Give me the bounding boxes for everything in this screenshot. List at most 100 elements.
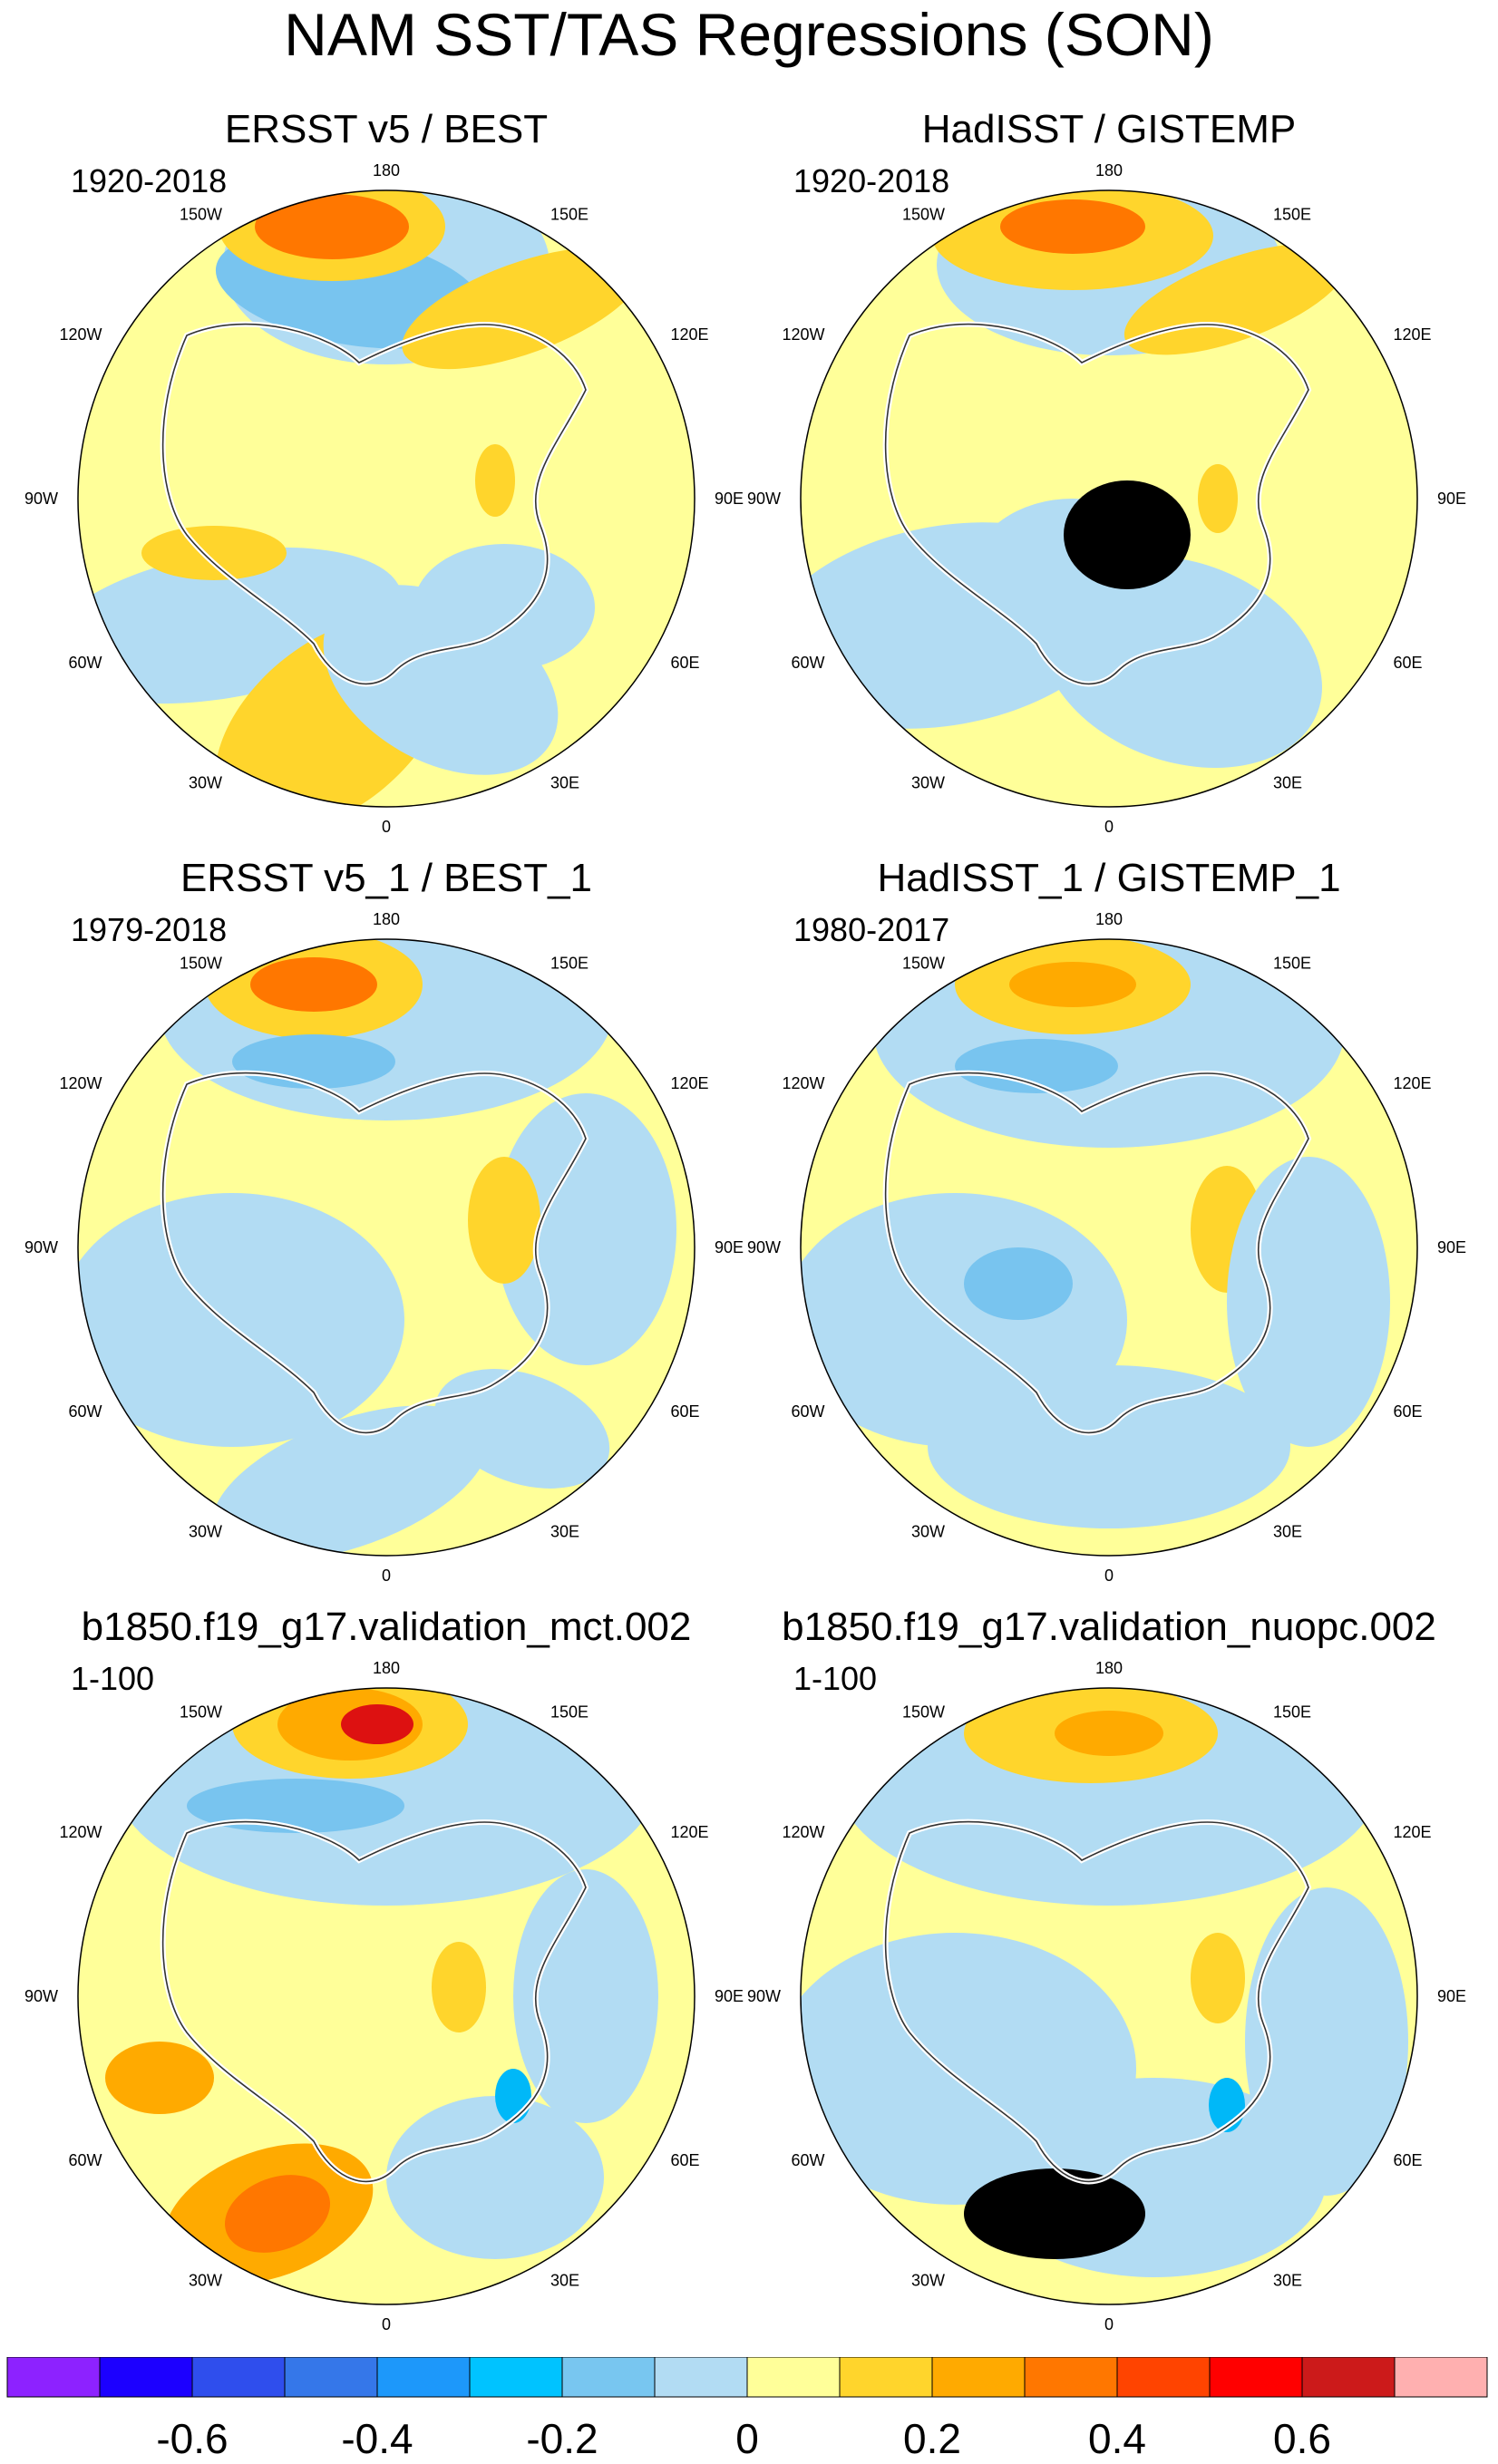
longitude-label: 120E bbox=[1394, 1823, 1432, 1841]
colorbar-tick-label: -0.6 bbox=[156, 2415, 228, 2462]
longitude-label: 180 bbox=[373, 161, 400, 179]
anomaly-region bbox=[928, 1365, 1290, 1528]
anomaly-region bbox=[105, 2042, 214, 2114]
colorbar-tick-label: -0.2 bbox=[526, 2415, 598, 2462]
longitude-label: 0 bbox=[382, 818, 391, 836]
anomaly-region bbox=[386, 2096, 604, 2259]
longitude-label: 120W bbox=[59, 1823, 102, 1841]
longitude-label: 60E bbox=[671, 2151, 700, 2169]
anomaly-region bbox=[955, 1039, 1118, 1093]
map-panel-6: b1850.f19_g17.validation_nuopc.002 1-100… bbox=[746, 1605, 1472, 2348]
map-panel-2: HadISST / GISTEMP 1920-2018 180 150E 120E 9… bbox=[746, 107, 1472, 850]
coastline bbox=[161, 1820, 587, 2183]
anomaly-region bbox=[1064, 480, 1191, 589]
anomaly-region bbox=[341, 1704, 413, 1744]
anomaly-region bbox=[1198, 464, 1238, 533]
colorbar-tick-label: 0 bbox=[735, 2415, 759, 2462]
longitude-label: 60W bbox=[68, 2151, 102, 2169]
longitude-label: 120E bbox=[1394, 1074, 1432, 1092]
colorbar-swatch bbox=[191, 2357, 286, 2398]
map-panel-5: b1850.f19_g17.validation_mct.002 1-100 1… bbox=[24, 1605, 749, 2348]
longitude-label: 30W bbox=[189, 774, 222, 792]
longitude-label: 150E bbox=[1273, 954, 1311, 972]
longitude-label: 120E bbox=[671, 1823, 709, 1841]
polar-map: 180 150E 120E 90E 60E 30E 0 30W 60W 90W 120W 150W bbox=[747, 1659, 1466, 2333]
anomaly-region bbox=[432, 1942, 486, 2032]
longitude-label: 180 bbox=[1095, 1659, 1123, 1677]
longitude-label: 30E bbox=[1273, 774, 1302, 792]
colorbar-swatch bbox=[1301, 2357, 1396, 2398]
longitude-label: 0 bbox=[382, 2315, 391, 2333]
longitude-label: 0 bbox=[1104, 2315, 1114, 2333]
map-panel-1: ERSST v5 / BEST 1920-2018 180 150E 120E 90E… bbox=[24, 107, 749, 850]
longitude-label: 120W bbox=[59, 325, 102, 344]
anomaly-region bbox=[434, 1369, 610, 1489]
anomaly-region bbox=[964, 1247, 1073, 1320]
anomaly-region bbox=[211, 1405, 489, 1556]
colorbar-tick-label: 0.2 bbox=[903, 2415, 961, 2462]
longitude-label: 90W bbox=[747, 1987, 781, 2005]
anomaly-region bbox=[1000, 199, 1145, 254]
longitude-label: 180 bbox=[1095, 910, 1123, 928]
longitude-label: 0 bbox=[382, 1567, 391, 1585]
colorbar: -0.6 -0.4 -0.2 0 0.2 0.4 0.6 bbox=[6, 2357, 1488, 2462]
longitude-label: 90W bbox=[24, 490, 58, 508]
anomaly-region bbox=[224, 2175, 331, 2253]
longitude-label: 90W bbox=[24, 1987, 58, 2005]
longitude-label: 30W bbox=[911, 774, 945, 792]
longitude-label: 90E bbox=[715, 1987, 744, 2005]
map-panel-3: ERSST v5_1 / BEST_1 1979-2018 180 150E 120… bbox=[24, 856, 749, 1599]
colorbar-swatch bbox=[839, 2357, 933, 2398]
colorbar-swatch bbox=[654, 2357, 748, 2398]
longitude-label: 120W bbox=[782, 1823, 824, 1841]
longitude-label: 30E bbox=[1273, 2272, 1302, 2290]
longitude-label: 60W bbox=[791, 2151, 824, 2169]
anomaly-region bbox=[1191, 1933, 1245, 2023]
anomaly-region bbox=[495, 2069, 531, 2123]
longitude-label: 30W bbox=[189, 2272, 222, 2290]
colorbar-swatch bbox=[931, 2357, 1026, 2398]
anomaly-region bbox=[255, 194, 409, 259]
longitude-label: 90W bbox=[747, 1238, 781, 1256]
longitude-label: 60E bbox=[1394, 654, 1423, 672]
longitude-label: 150W bbox=[180, 1702, 222, 1721]
panel-period: 1979-2018 bbox=[71, 911, 228, 948]
longitude-label: 150W bbox=[180, 205, 222, 223]
anomaly-region bbox=[1227, 1157, 1390, 1447]
panel-period: 1-100 bbox=[71, 1660, 155, 1697]
panel-title: HadISST_1 / GISTEMP_1 bbox=[877, 856, 1341, 900]
colorbar-swatch bbox=[561, 2357, 656, 2398]
longitude-label: 60W bbox=[791, 1402, 824, 1421]
longitude-label: 60W bbox=[68, 1402, 102, 1421]
longitude-label: 120W bbox=[782, 325, 824, 344]
map-boundary bbox=[77, 938, 696, 1557]
longitude-label: 120E bbox=[1394, 325, 1432, 344]
colorbar-swatch bbox=[284, 2357, 378, 2398]
panel-title: ERSST v5 / BEST bbox=[224, 107, 549, 151]
map-boundary bbox=[77, 189, 696, 808]
longitude-label: 150E bbox=[550, 205, 588, 223]
anomaly-region bbox=[141, 526, 287, 580]
longitude-label: 90E bbox=[1437, 1987, 1466, 2005]
longitude-label: 120E bbox=[671, 1074, 709, 1092]
panel-period: 1920-2018 bbox=[793, 162, 950, 199]
colorbar-swatch bbox=[1209, 2357, 1303, 2398]
panel-title: b1850.f19_g17.validation_mct.002 bbox=[81, 1605, 692, 1649]
longitude-label: 90E bbox=[1437, 1238, 1466, 1256]
longitude-label: 60E bbox=[671, 654, 700, 672]
polar-map: 180 150E 120E 90E 60E 30E 0 30W 60W 90W 120W 150W bbox=[24, 910, 744, 1585]
coastline bbox=[884, 1820, 1309, 2183]
longitude-label: 150E bbox=[550, 1702, 588, 1721]
panel-title: b1850.f19_g17.validation_nuopc.002 bbox=[782, 1605, 1436, 1649]
longitude-label: 30E bbox=[1273, 1523, 1302, 1541]
longitude-label: 90W bbox=[24, 1238, 58, 1256]
longitude-label: 120E bbox=[671, 325, 709, 344]
longitude-label: 60E bbox=[1394, 2151, 1423, 2169]
longitude-label: 180 bbox=[1095, 161, 1123, 179]
anomaly-region bbox=[250, 957, 377, 1012]
longitude-label: 150W bbox=[180, 954, 222, 972]
anomaly-region bbox=[1055, 1711, 1163, 1756]
polar-map: 180 150E 120E 90E 60E 30E 0 30W 60W 90W 120W 150W bbox=[24, 1659, 744, 2333]
polar-map: 180 150E 120E 90E 60E 30E 0 30W 60W 90W 120W 150W bbox=[747, 910, 1466, 1585]
coastline bbox=[884, 1072, 1309, 1434]
